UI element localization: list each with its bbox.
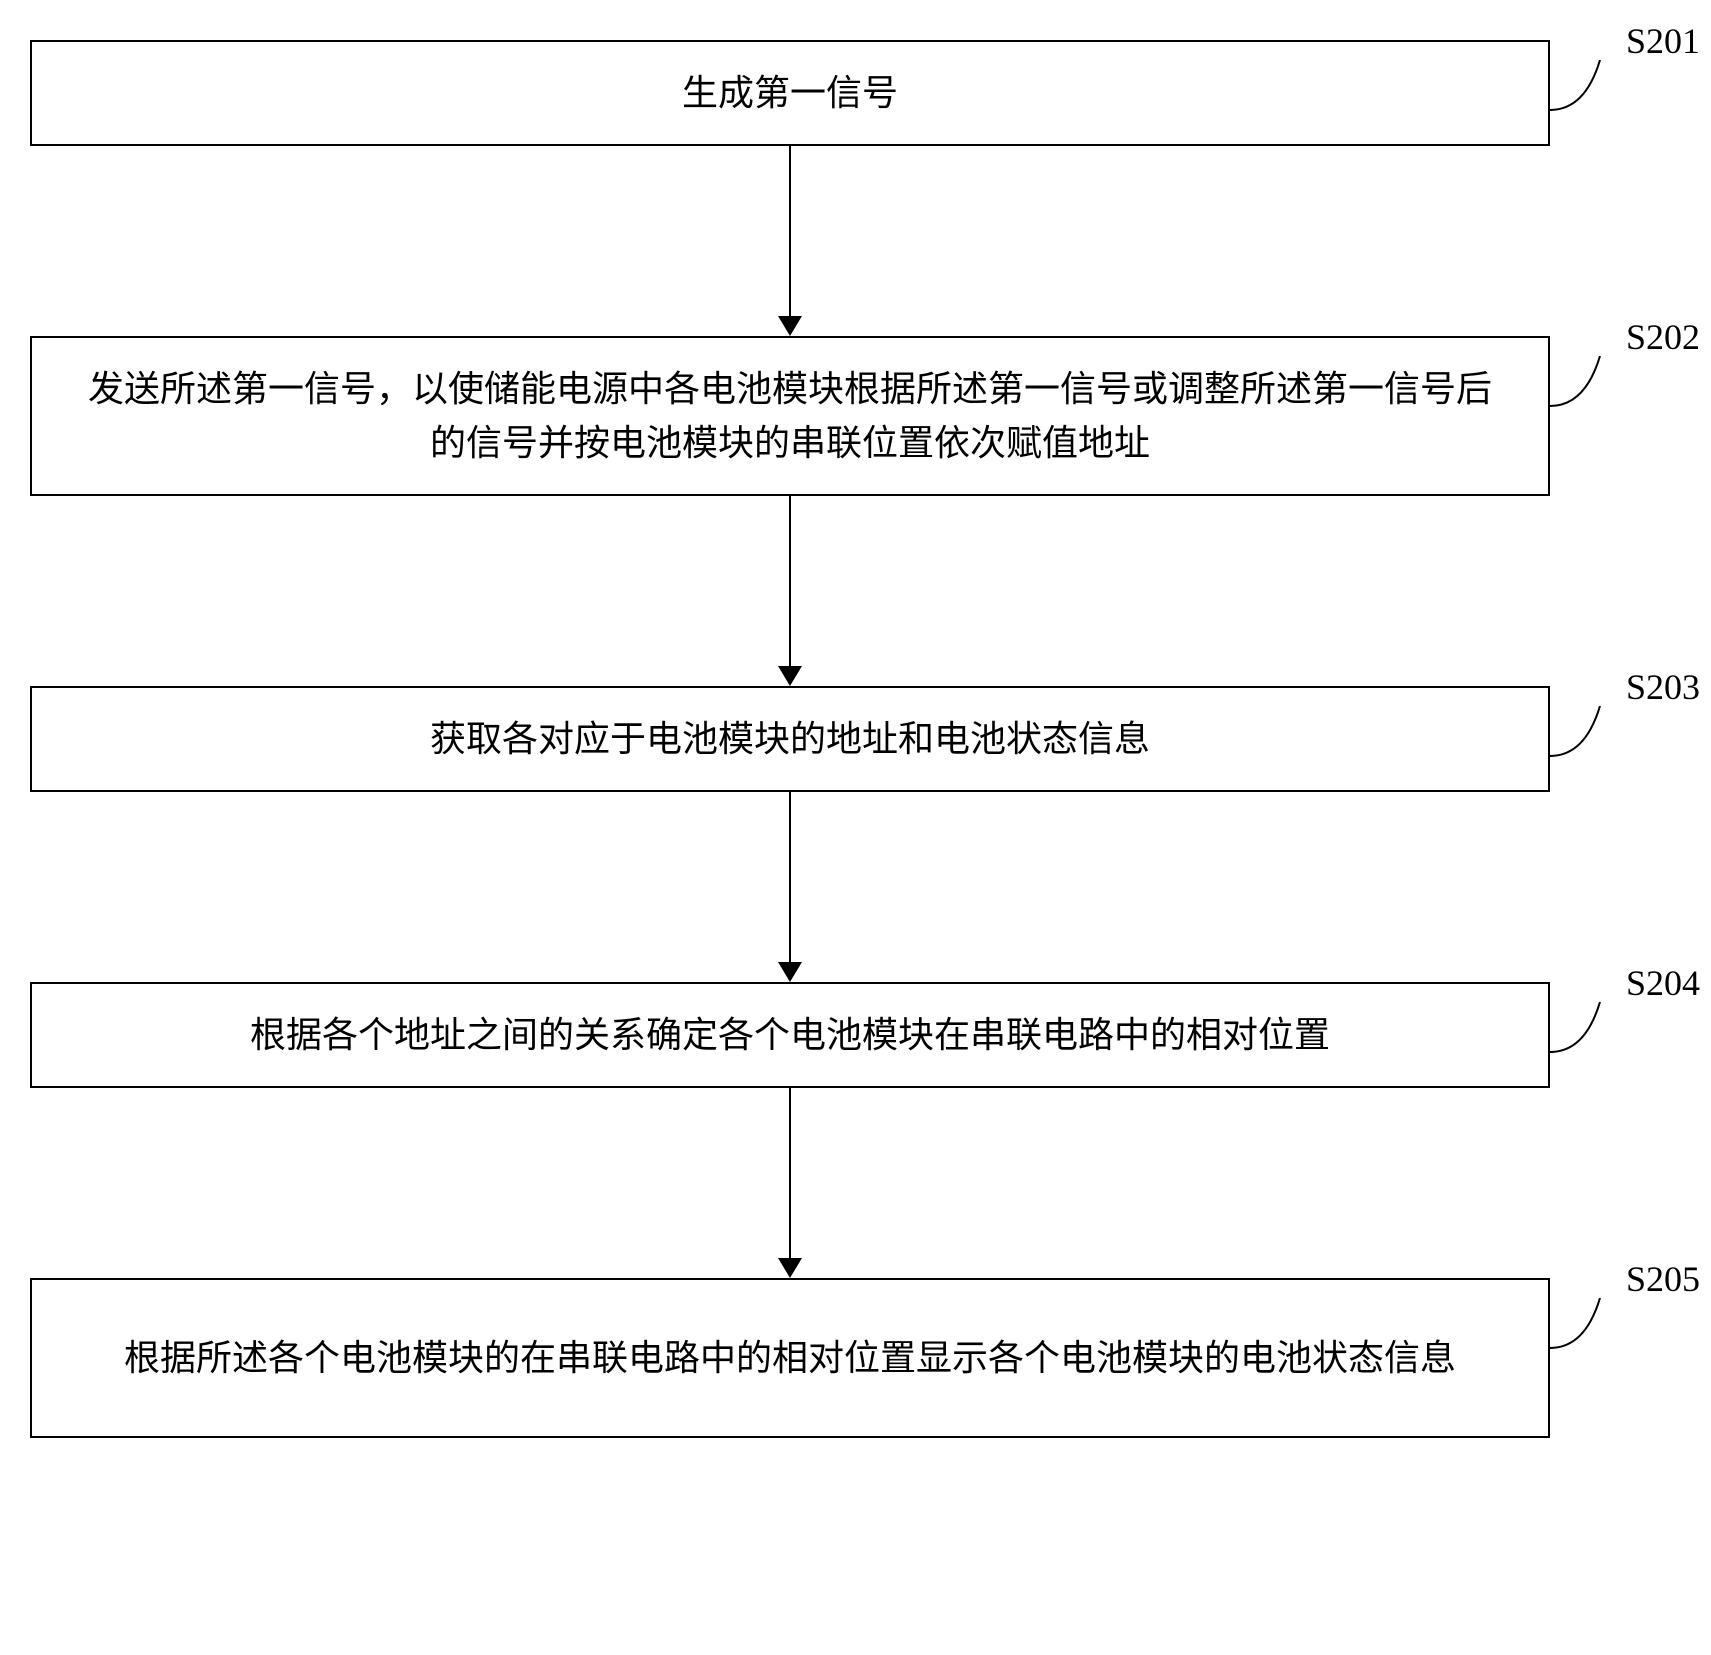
step-row: 发送所述第一信号，以使储能电源中各电池模块根据所述第一信号或调整所述第一信号后的… bbox=[30, 336, 1681, 496]
flowchart-container: 生成第一信号 S201 发送所述第一信号，以使储能电源中各电池模块根据所述第一信… bbox=[30, 40, 1681, 1438]
arrow-line bbox=[789, 792, 791, 962]
arrow-line bbox=[789, 146, 791, 316]
arrow-line bbox=[789, 1088, 791, 1258]
step-box-s205: 根据所述各个电池模块的在串联电路中的相对位置显示各个电池模块的电池状态信息 bbox=[30, 1278, 1550, 1438]
step-box-s202: 发送所述第一信号，以使储能电源中各电池模块根据所述第一信号或调整所述第一信号后的… bbox=[30, 336, 1550, 496]
connector-curve bbox=[1550, 1002, 1620, 1057]
step-label: S205 bbox=[1626, 1258, 1700, 1300]
step-label: S202 bbox=[1626, 316, 1700, 358]
connector-curve bbox=[1550, 1298, 1620, 1353]
step-box-s201: 生成第一信号 bbox=[30, 40, 1550, 146]
arrow-head-icon bbox=[778, 666, 802, 686]
arrow-line bbox=[789, 496, 791, 666]
step-text: 获取各对应于电池模块的地址和电池状态信息 bbox=[430, 712, 1150, 766]
step-row: 根据各个地址之间的关系确定各个电池模块在串联电路中的相对位置 S204 bbox=[30, 982, 1681, 1088]
step-box-s204: 根据各个地址之间的关系确定各个电池模块在串联电路中的相对位置 bbox=[30, 982, 1550, 1088]
step-row: 根据所述各个电池模块的在串联电路中的相对位置显示各个电池模块的电池状态信息 S2… bbox=[30, 1278, 1681, 1438]
connector-curve bbox=[1550, 356, 1620, 411]
connector-curve bbox=[1550, 60, 1620, 115]
step-row: 生成第一信号 S201 bbox=[30, 40, 1681, 146]
step-text: 发送所述第一信号，以使储能电源中各电池模块根据所述第一信号或调整所述第一信号后的… bbox=[72, 362, 1508, 470]
arrow-head-icon bbox=[778, 962, 802, 982]
step-label: S201 bbox=[1626, 20, 1700, 62]
arrow bbox=[30, 792, 1550, 982]
arrow bbox=[30, 1088, 1550, 1278]
step-text: 生成第一信号 bbox=[682, 66, 898, 120]
step-label: S204 bbox=[1626, 962, 1700, 1004]
step-text: 根据所述各个电池模块的在串联电路中的相对位置显示各个电池模块的电池状态信息 bbox=[124, 1331, 1456, 1385]
arrow-head-icon bbox=[778, 316, 802, 336]
step-row: 获取各对应于电池模块的地址和电池状态信息 S203 bbox=[30, 686, 1681, 792]
arrow bbox=[30, 496, 1550, 686]
step-box-s203: 获取各对应于电池模块的地址和电池状态信息 bbox=[30, 686, 1550, 792]
arrow-head-icon bbox=[778, 1258, 802, 1278]
arrow bbox=[30, 146, 1550, 336]
step-label: S203 bbox=[1626, 666, 1700, 708]
step-text: 根据各个地址之间的关系确定各个电池模块在串联电路中的相对位置 bbox=[250, 1008, 1330, 1062]
connector-curve bbox=[1550, 706, 1620, 761]
